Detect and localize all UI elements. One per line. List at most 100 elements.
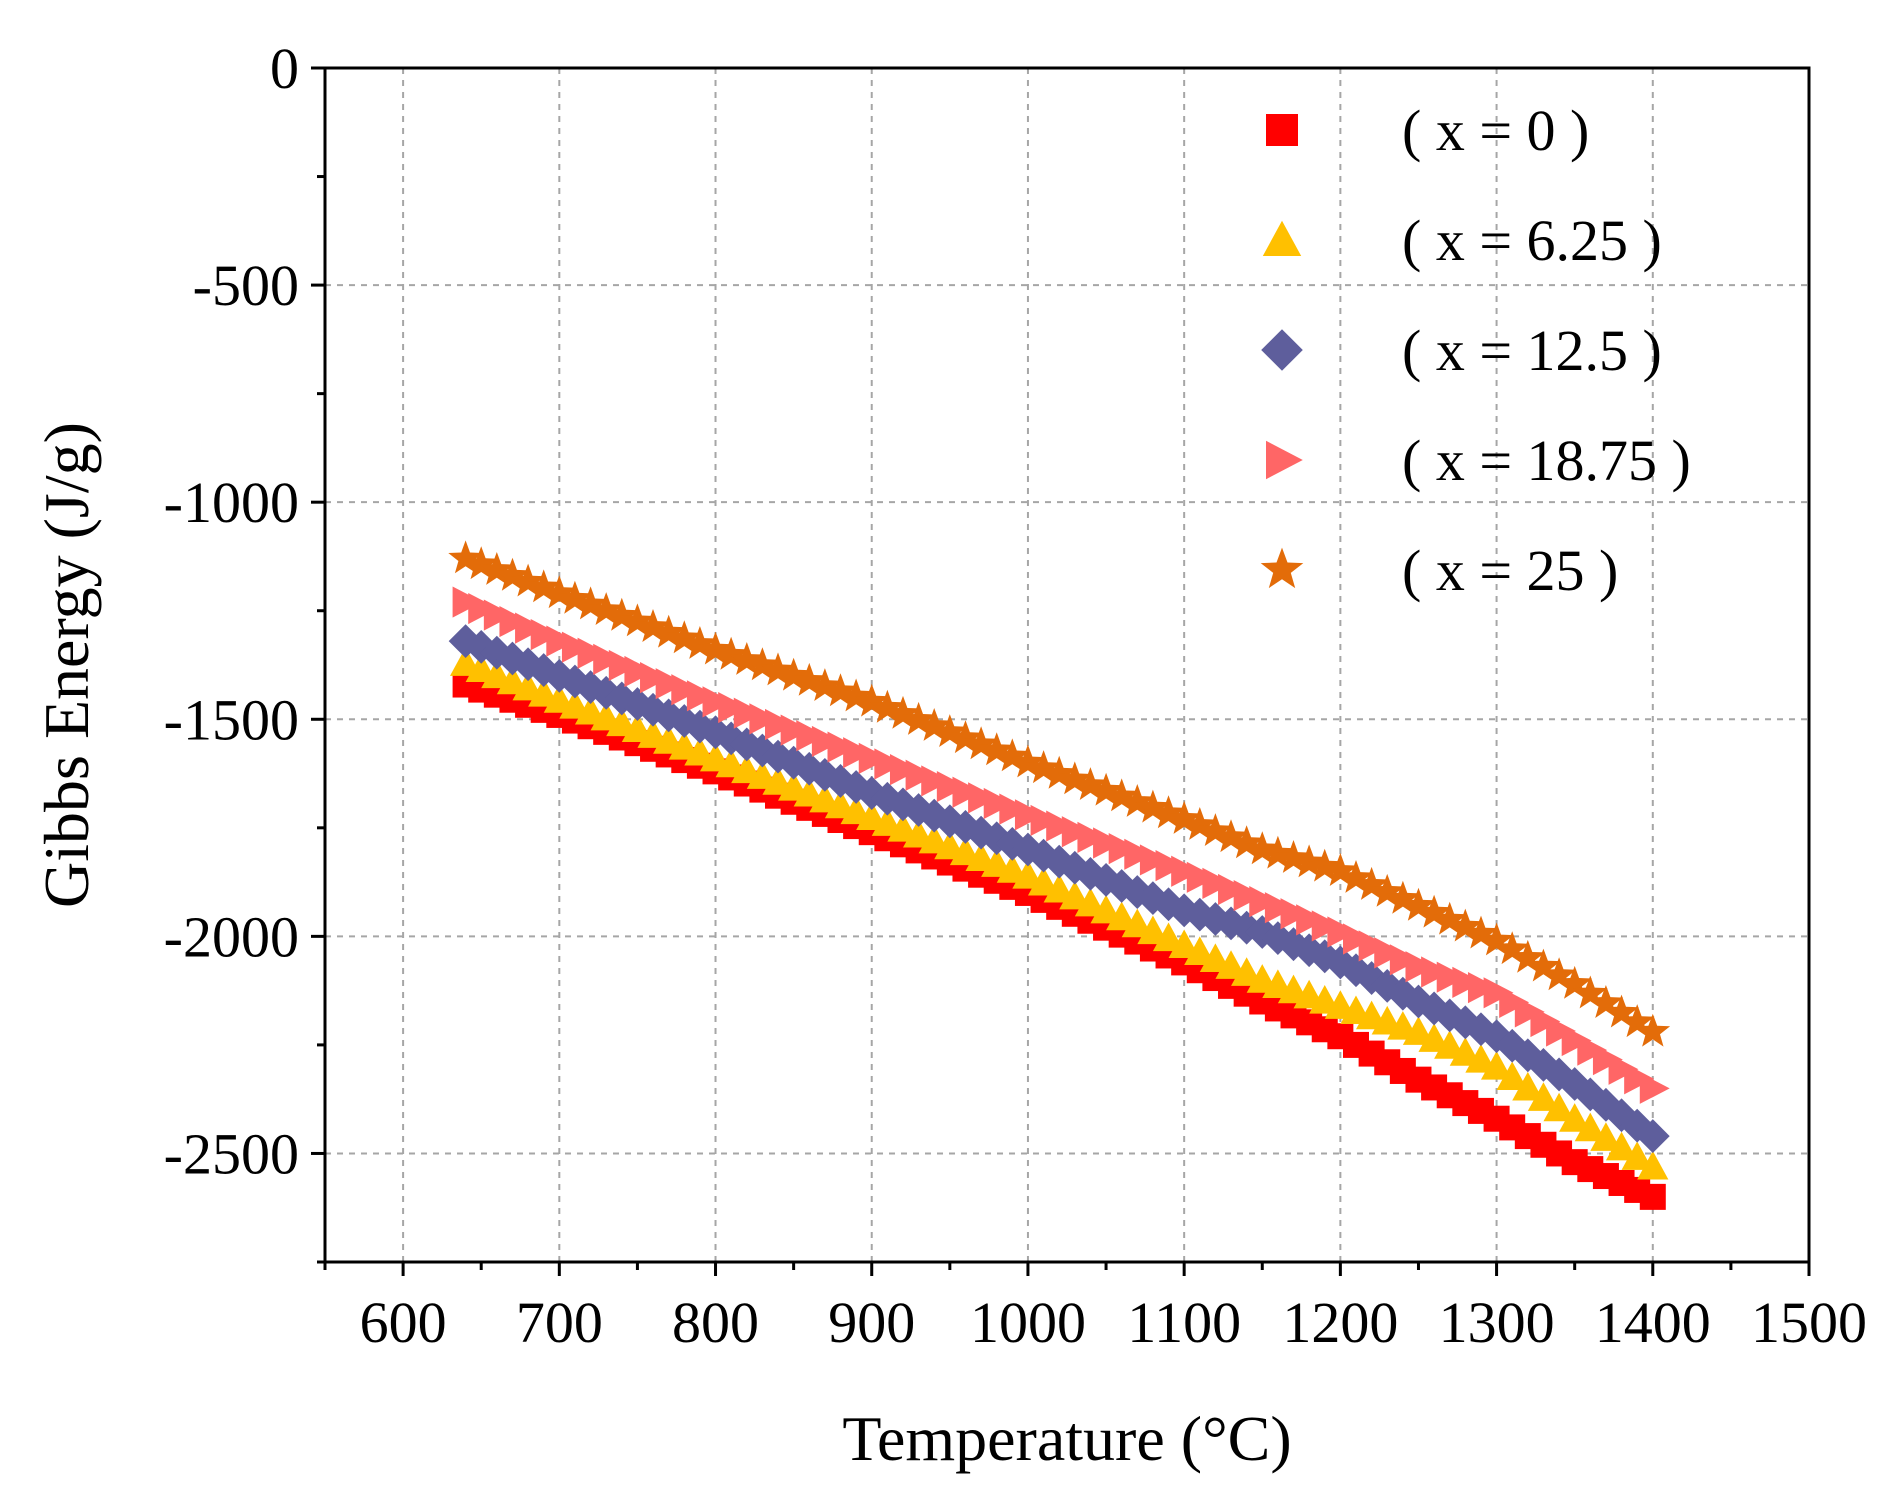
data-point <box>1577 1034 1608 1066</box>
data-point <box>1338 860 1374 893</box>
data-point <box>1229 825 1264 859</box>
data-point <box>593 643 624 675</box>
data-point <box>1370 968 1405 1003</box>
data-point <box>1369 873 1405 907</box>
data-point <box>1171 855 1202 887</box>
data-point <box>499 605 530 638</box>
data-point <box>1046 810 1077 842</box>
data-point <box>1292 933 1327 968</box>
data-point <box>1124 838 1155 870</box>
data-point <box>1057 761 1093 795</box>
data-point <box>1624 1063 1655 1095</box>
data-point <box>1151 795 1186 829</box>
x-tick-label: 1500 <box>1751 1290 1867 1355</box>
data-point <box>1405 951 1436 983</box>
data-point <box>1637 1150 1669 1180</box>
data-point <box>713 636 749 670</box>
data-point <box>1483 977 1514 1009</box>
data-point <box>1323 853 1358 886</box>
data-point <box>1307 848 1343 882</box>
y-tick-label: -2000 <box>164 904 299 969</box>
data-point <box>542 575 577 609</box>
legend-label-4: ( x = 25 ) <box>1402 538 1618 603</box>
legend-label-3: ( x = 18.75 ) <box>1402 428 1691 493</box>
data-point <box>452 586 483 618</box>
data-point <box>1167 893 1202 928</box>
data-point <box>1416 894 1452 928</box>
data-point <box>1233 879 1264 912</box>
data-point <box>698 631 733 665</box>
y-tick-label: -1000 <box>164 470 299 535</box>
data-point <box>1311 910 1342 942</box>
data-point <box>1327 916 1358 948</box>
legend-marker-4 <box>1260 547 1304 589</box>
data-point <box>1635 1119 1670 1153</box>
data-point <box>921 765 952 797</box>
data-point <box>1073 856 1108 891</box>
data-point <box>905 759 936 791</box>
data-point <box>1389 944 1420 976</box>
data-point <box>745 647 780 681</box>
data-point <box>1218 873 1248 906</box>
data-point <box>874 748 905 780</box>
data-point <box>1541 957 1577 991</box>
data-point <box>1280 898 1311 930</box>
data-point <box>1621 1141 1653 1170</box>
data-point <box>1605 1131 1638 1161</box>
data-point <box>796 720 827 752</box>
data-point <box>671 674 702 706</box>
data-point <box>1139 844 1170 876</box>
data-point <box>1198 813 1233 846</box>
data-point <box>557 580 593 614</box>
data-point <box>1573 1077 1608 1112</box>
data-point <box>1202 867 1233 899</box>
data-point <box>1574 1112 1606 1142</box>
data-point <box>807 668 843 701</box>
data-point <box>1385 880 1421 914</box>
data-point <box>1479 1019 1514 1054</box>
data-point <box>1155 849 1186 882</box>
data-point <box>1264 892 1295 924</box>
data-point <box>843 737 874 769</box>
data-point <box>1186 861 1217 893</box>
data-point <box>1512 1071 1544 1101</box>
data-point <box>749 703 780 735</box>
data-point <box>1479 922 1514 956</box>
series-1 <box>449 647 1669 1180</box>
data-point <box>1561 1024 1592 1057</box>
data-point <box>515 612 545 644</box>
x-tick-label: 1400 <box>1595 1290 1711 1355</box>
data-point <box>1077 821 1108 853</box>
data-point <box>1014 799 1045 831</box>
plot-frame <box>323 66 1811 1264</box>
data-point <box>858 742 889 774</box>
data-point <box>1530 1005 1561 1038</box>
data-point <box>1592 1044 1623 1076</box>
series-4 <box>448 540 1671 1047</box>
data-point <box>1432 901 1467 935</box>
x-tick-label: 1100 <box>1127 1290 1241 1355</box>
series-2 <box>448 624 1670 1153</box>
data-point <box>1448 1005 1483 1040</box>
data-point <box>495 557 530 591</box>
data-point <box>546 625 577 657</box>
data-point <box>1527 1082 1560 1111</box>
data-point <box>838 678 874 712</box>
data-point <box>1463 915 1499 949</box>
data-point <box>776 657 811 691</box>
data-point <box>1543 1092 1575 1122</box>
x-tick-label: 1300 <box>1439 1290 1555 1355</box>
data-point <box>1510 939 1546 973</box>
data-point <box>1358 930 1389 962</box>
data-point <box>823 673 858 707</box>
data-point <box>1088 772 1124 806</box>
data-point <box>1573 975 1608 1009</box>
data-point <box>526 569 561 603</box>
data-point <box>640 661 670 694</box>
legend-marker-2 <box>1261 329 1303 371</box>
data-point <box>1374 937 1405 969</box>
data-point <box>760 652 796 686</box>
data-point <box>995 738 1030 772</box>
data-point <box>1104 869 1139 903</box>
x-axis-tick-labels: 600 700 800 900 1000 1100 1200 1300 1400 1500 <box>360 1290 1867 1355</box>
